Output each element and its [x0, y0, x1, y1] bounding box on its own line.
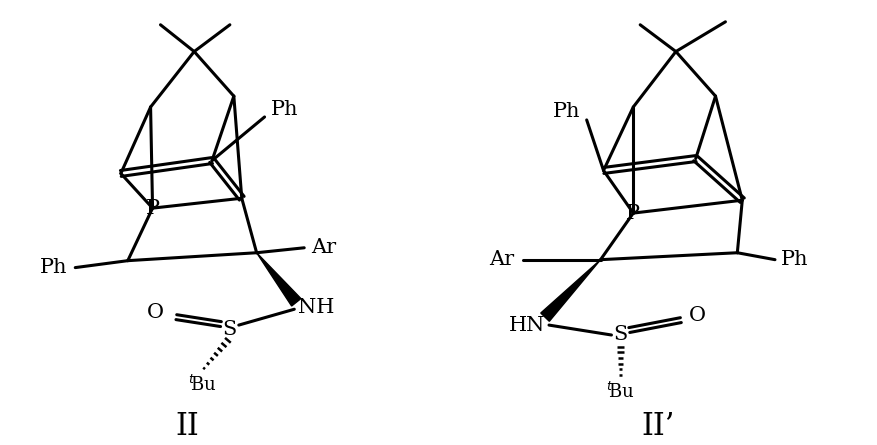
Polygon shape — [256, 253, 301, 306]
Text: Ph: Ph — [270, 100, 298, 118]
Text: Ph: Ph — [781, 250, 808, 269]
Text: Ar: Ar — [488, 250, 513, 269]
Text: Ph: Ph — [553, 102, 580, 121]
Text: II’: II’ — [640, 411, 674, 442]
Text: $^t\!$Bu: $^t\!$Bu — [188, 375, 217, 395]
Polygon shape — [540, 260, 600, 321]
Text: P: P — [625, 204, 639, 222]
Text: NH: NH — [297, 298, 334, 317]
Text: O: O — [688, 306, 705, 325]
Text: Ph: Ph — [39, 258, 68, 277]
Text: O: O — [146, 303, 164, 322]
Text: S: S — [612, 325, 627, 344]
Text: S: S — [223, 320, 237, 339]
Text: HN: HN — [509, 316, 545, 335]
Text: II: II — [175, 411, 199, 442]
Text: P: P — [146, 198, 160, 218]
Text: Ar: Ar — [311, 238, 336, 257]
Text: $^t\!$Bu: $^t\!$Bu — [605, 381, 634, 401]
